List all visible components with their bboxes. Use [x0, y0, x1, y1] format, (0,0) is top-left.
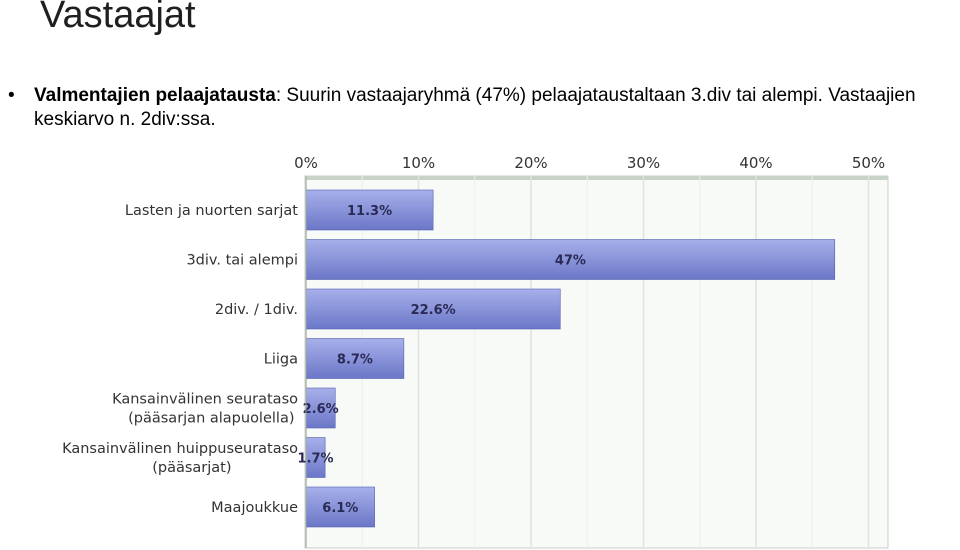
- category-label: Kansainvälinen seurataso: [112, 392, 298, 408]
- category-label: 2div. / 1div.: [215, 302, 298, 318]
- bullet-text: Valmentajien pelaajatausta: Suurin vasta…: [34, 84, 958, 132]
- data-label: 6.1%: [322, 501, 358, 516]
- category-label: Lasten ja nuorten sarjat: [125, 203, 298, 219]
- category-label: Liiga: [264, 352, 298, 368]
- bar: [305, 338, 405, 379]
- data-label: 2.6%: [303, 402, 339, 417]
- x-tick-label: 40%: [739, 154, 772, 172]
- x-tick-label: 50%: [852, 154, 885, 172]
- bar: [305, 387, 336, 429]
- data-label: 8.7%: [337, 353, 373, 368]
- bar-chart: 0% 10% 20% 30% 40% 50% 11.3% Lasten ja nuorten …: [62, 154, 889, 549]
- category-label: 3div. tai alempi: [186, 253, 298, 269]
- data-label: 47%: [555, 254, 586, 269]
- slide-title: Vastaajat: [40, 0, 196, 36]
- category-label: (pääsarjat): [152, 460, 231, 476]
- x-tick-label: 10%: [402, 154, 435, 172]
- data-label: 1.7%: [298, 452, 334, 467]
- category-label: Maajoukkue: [211, 500, 298, 516]
- axis-band: [305, 176, 888, 180]
- bullet-bold-lead: Valmentajien pelaajatausta: [34, 85, 276, 106]
- x-tick-label: 0%: [294, 154, 318, 172]
- data-label: 22.6%: [411, 303, 456, 318]
- category-label: (pääsarjan alapuolella): [128, 411, 294, 427]
- bullet-body: : Suurin vastaajaryhmä (47%) pelaajataus…: [34, 85, 916, 130]
- bullet-paragraph: • Valmentajien pelaajatausta: Suurin vas…: [8, 84, 958, 132]
- bar: [305, 239, 836, 280]
- x-tick-label: 30%: [627, 154, 660, 172]
- category-label: Kansainvälinen huippuseurataso: [62, 441, 298, 457]
- bar: [305, 486, 375, 528]
- x-tick-label: 20%: [514, 154, 547, 172]
- data-label: 11.3%: [347, 204, 392, 219]
- bullet-marker: •: [8, 85, 15, 106]
